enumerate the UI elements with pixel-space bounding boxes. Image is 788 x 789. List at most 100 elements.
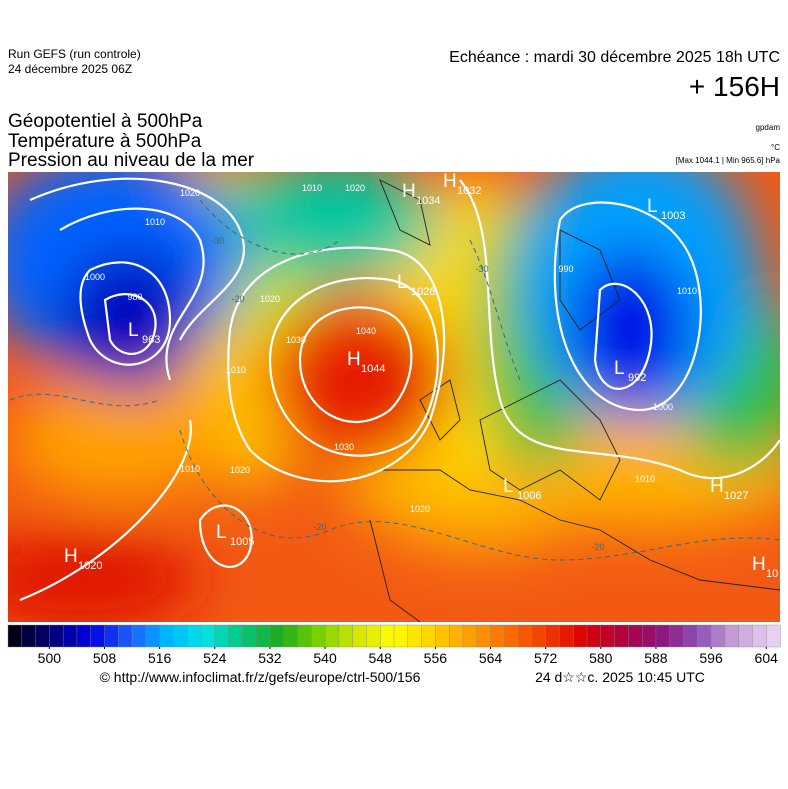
isobar-label: 1020 <box>260 294 280 304</box>
colorbar-tick-label: 572 <box>534 650 558 666</box>
center-letter: L <box>647 196 658 217</box>
center-letter: H <box>347 349 361 370</box>
isobar-label: 1010 <box>302 183 322 193</box>
isobar-label: 1000 <box>653 402 673 412</box>
isobar-label: 1000 <box>85 272 105 282</box>
color-swatch <box>462 624 478 648</box>
temperature-label: -20 <box>231 294 244 304</box>
color-swatch <box>145 624 161 648</box>
color-swatch <box>710 624 726 648</box>
center-letter: L <box>503 476 514 497</box>
center-letter: L <box>128 320 139 341</box>
center-value: 1026 <box>411 286 435 298</box>
center-value: 1005 <box>230 536 254 548</box>
center-letter: H <box>402 181 416 202</box>
color-swatch <box>104 624 119 648</box>
color-swatch <box>214 624 230 648</box>
center-value: 1032 <box>457 185 481 197</box>
isobar-label: 1020 <box>180 188 200 198</box>
center-value: 1034 <box>416 195 440 207</box>
colorbar-tick-label: 548 <box>369 650 393 666</box>
color-swatch <box>476 624 492 648</box>
color-swatch <box>697 624 712 648</box>
field-label: Géopotentiel à 500hPa <box>8 111 203 132</box>
color-swatch <box>187 624 202 648</box>
colorbar-tick-label: 596 <box>699 650 723 666</box>
color-swatch <box>173 624 188 648</box>
isobar-label: 990 <box>558 264 573 274</box>
color-swatch <box>297 624 312 648</box>
isobar-label: 1030 <box>286 335 306 345</box>
color-swatch <box>766 624 781 648</box>
color-swatch <box>311 624 326 648</box>
color-swatch <box>393 624 409 648</box>
colorbar-tick-label: 564 <box>479 650 503 666</box>
colorbar-tick-label: 516 <box>148 650 172 666</box>
isobar-label: 1040 <box>356 326 376 336</box>
temperature-label: -30 <box>475 264 488 274</box>
center-value: 10 <box>766 568 778 580</box>
color-swatch <box>655 624 671 648</box>
color-swatch <box>242 624 257 648</box>
center-value: 1044 <box>361 363 385 375</box>
color-swatch <box>118 624 133 648</box>
center-value: 963 <box>142 334 160 346</box>
source-url: © http://www.infoclimat.fr/z/gefs/europe… <box>100 669 421 685</box>
color-swatch <box>531 624 547 648</box>
color-swatch <box>380 624 395 648</box>
color-swatch <box>35 624 50 648</box>
color-swatch <box>504 624 519 648</box>
isobar-label: 1010 <box>677 286 697 296</box>
colorbar-tick-label: 580 <box>589 650 613 666</box>
isobar-label: 1010 <box>145 217 165 227</box>
center-letter: L <box>216 522 227 543</box>
colorbar-tick-label: 588 <box>644 650 668 666</box>
color-swatch <box>559 624 574 648</box>
colorbar-tick-label: 604 <box>755 650 779 666</box>
color-swatch <box>366 624 381 648</box>
color-swatch <box>7 624 23 648</box>
color-swatch <box>21 624 37 648</box>
colorbar-tick-label: 500 <box>38 650 62 666</box>
center-letter: L <box>614 358 625 379</box>
center-value: 1003 <box>661 210 685 222</box>
color-swatch <box>159 624 174 648</box>
color-swatch <box>338 624 354 648</box>
isobar-label: 1020 <box>345 183 365 193</box>
color-swatch <box>490 624 505 648</box>
temperature-label: -20 <box>591 542 604 552</box>
color-swatch <box>683 624 698 648</box>
colorbar-tick-label: 540 <box>313 650 337 666</box>
color-swatch <box>421 624 436 648</box>
colorbar-tick-label: 524 <box>203 650 227 666</box>
center-value: 1006 <box>517 490 541 502</box>
color-swatch <box>628 624 643 648</box>
color-swatch <box>324 624 340 648</box>
valid-time: Echéance : mardi 30 décembre 2025 18h UT… <box>449 49 780 66</box>
run-date: 24 décembre 2025 06Z <box>8 62 132 76</box>
isobar-label: 1010 <box>635 474 655 484</box>
color-swatch <box>517 624 533 648</box>
center-value: 1020 <box>78 560 102 572</box>
color-swatch <box>352 624 367 648</box>
color-swatch <box>573 624 588 648</box>
temperature-label: -20 <box>313 522 326 532</box>
field-label: Pression au niveau de la mer <box>8 150 255 171</box>
isobar-label: 1030 <box>334 442 354 452</box>
colorbar-tick-label: 556 <box>424 650 448 666</box>
color-swatch <box>752 624 767 648</box>
temperature-label: -30 <box>211 236 224 246</box>
color-swatch <box>738 624 753 648</box>
color-swatch <box>228 624 243 648</box>
lead-time: + 156H <box>689 71 780 102</box>
field-label: Température à 500hPa <box>8 131 202 152</box>
isobar-label: 1020 <box>230 465 250 475</box>
color-swatch <box>586 624 602 648</box>
color-swatch <box>76 624 92 648</box>
unit-label: °C <box>771 143 780 152</box>
isobar-label: 1010 <box>226 365 246 375</box>
color-swatch <box>641 624 657 648</box>
color-swatch <box>669 624 685 648</box>
center-letter: H <box>752 554 766 575</box>
